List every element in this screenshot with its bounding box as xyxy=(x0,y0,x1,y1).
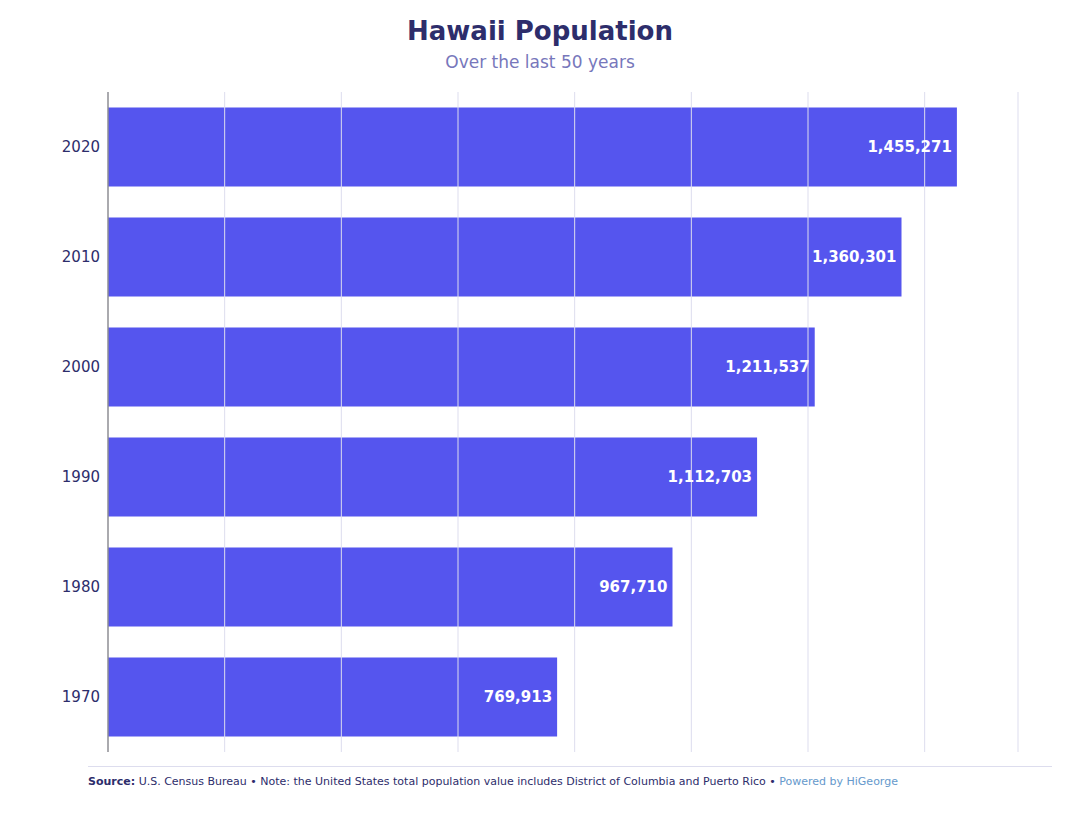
html-text:Over the last 50 years: Over the last 50 years xyxy=(445,52,635,72)
svg-text:1980: 1980 xyxy=(62,578,100,596)
html-text:Hawaii Population: Hawaii Population xyxy=(407,16,673,46)
svg-text:1,112,703: 1,112,703 xyxy=(668,468,752,486)
svg-text:1,211,537: 1,211,537 xyxy=(725,358,809,376)
svg-text:2000: 2000 xyxy=(62,358,100,376)
svg-text:2020: 2020 xyxy=(62,138,100,156)
svg-text:1,360,301: 1,360,301 xyxy=(812,248,896,266)
svg-text:769,913: 769,913 xyxy=(484,688,552,706)
svg-text:967,710: 967,710 xyxy=(599,578,667,596)
svg-text:1970: 1970 xyxy=(62,688,100,706)
svg-text:2010: 2010 xyxy=(62,248,100,266)
svg-text:1,455,271: 1,455,271 xyxy=(867,138,951,156)
svg-text:1990: 1990 xyxy=(62,468,100,486)
html-text:Source: U.S. Census Bureau • N: Source: U.S. Census Bureau • Note: the U… xyxy=(88,775,898,788)
